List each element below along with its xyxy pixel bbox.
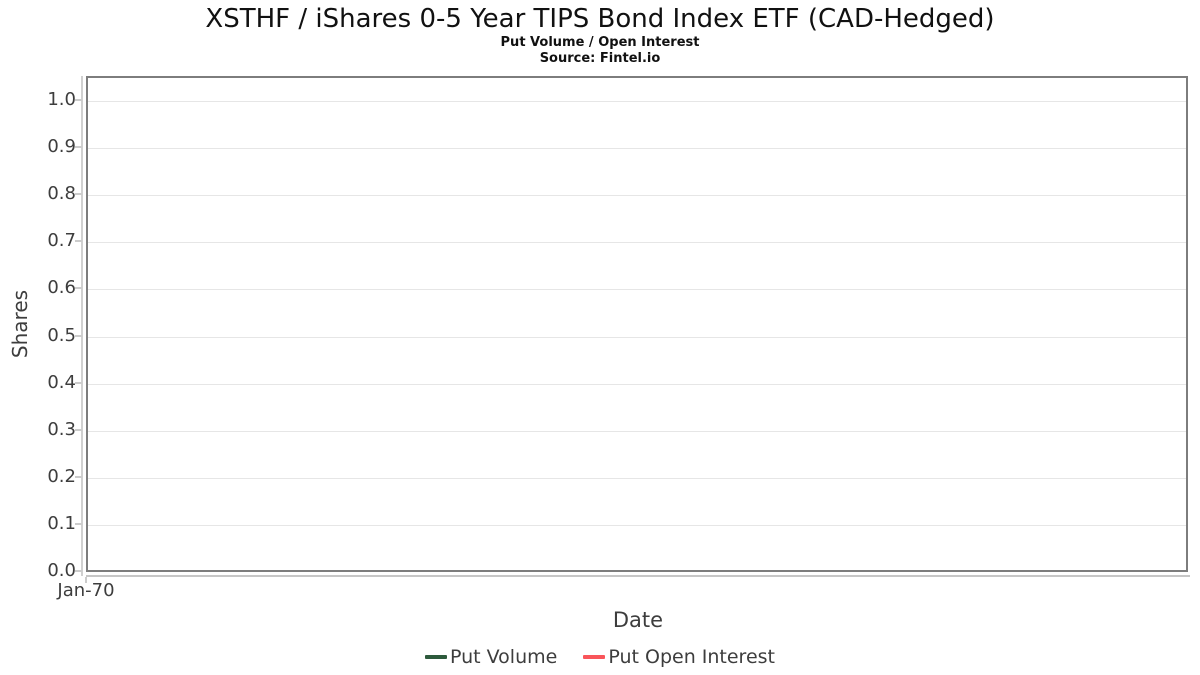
chart-subtitle: Put Volume / Open Interest — [500, 35, 700, 50]
y-tick-mark — [75, 335, 82, 337]
gridline — [88, 289, 1186, 290]
y-tick-label: 0.2 — [47, 466, 76, 487]
y-tick-label: 1.0 — [47, 89, 76, 110]
legend-label: Put Open Interest — [608, 646, 775, 668]
y-axis-line — [81, 76, 83, 576]
x-axis-line — [86, 575, 1190, 577]
put-open-interest-line-swatch-icon — [583, 655, 606, 659]
chart-title: XSTHF / iShares 0-5 Year TIPS Bond Index… — [205, 4, 995, 34]
y-tick-label: 0.3 — [47, 419, 76, 440]
x-axis-title: Date — [612, 608, 664, 632]
gridline — [88, 148, 1186, 149]
y-tick-label: 0.8 — [47, 183, 76, 204]
gridline — [88, 525, 1186, 526]
legend-item-put-open-interest[interactable]: Put Open Interest — [583, 646, 775, 668]
y-tick-mark — [75, 570, 82, 572]
legend-item-put-volume[interactable]: Put Volume — [425, 646, 557, 668]
plot-area — [86, 76, 1188, 572]
gridline — [88, 101, 1186, 102]
gridline — [88, 242, 1186, 243]
put-volume-line-swatch-icon — [425, 655, 447, 659]
legend-label: Put Volume — [450, 646, 558, 668]
y-tick-mark — [75, 193, 82, 195]
y-tick-label: 0.5 — [47, 325, 76, 346]
gridline — [88, 195, 1186, 196]
y-tick-mark — [75, 99, 82, 101]
y-tick-mark — [75, 240, 82, 242]
gridline — [88, 478, 1186, 479]
y-tick-mark — [75, 146, 82, 148]
y-tick-mark — [75, 523, 82, 525]
gridline — [88, 384, 1186, 385]
y-axis-title: Shares — [8, 289, 32, 359]
y-tick-label: 0.4 — [47, 372, 76, 393]
y-tick-mark — [75, 287, 82, 289]
gridline — [88, 337, 1186, 338]
y-tick-mark — [75, 476, 82, 478]
legend: Put Volume Put Open Interest — [0, 646, 1200, 668]
y-tick-label: 0.9 — [47, 136, 76, 157]
y-tick-mark — [75, 382, 82, 384]
y-tick-mark — [75, 429, 82, 431]
y-tick-label: 0.1 — [47, 513, 76, 534]
y-tick-label: 0.0 — [47, 560, 76, 581]
y-tick-label: 0.6 — [47, 277, 76, 298]
x-tick-mark — [85, 577, 87, 583]
gridline — [88, 431, 1186, 432]
chart-source: Source: Fintel.io — [539, 51, 661, 66]
x-tick-label: Jan-70 — [57, 580, 115, 601]
y-tick-label: 0.7 — [47, 230, 76, 251]
